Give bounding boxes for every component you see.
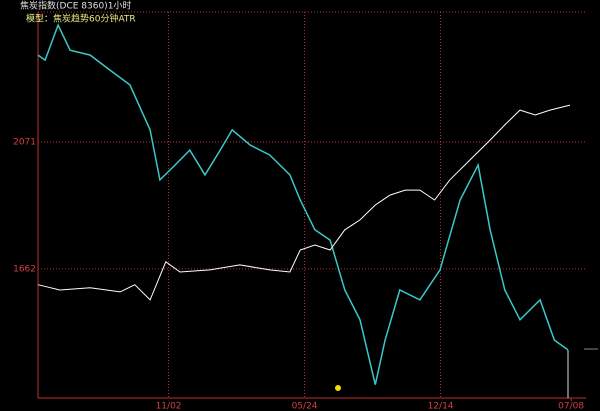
x-tick-label: 12/14	[428, 402, 454, 411]
x-tick-label: 07/08	[558, 402, 584, 411]
x-tick-label: 05/24	[292, 402, 318, 411]
series-line	[37, 104, 571, 301]
series-line	[37, 23, 569, 385]
x-tick-label: 11/02	[156, 402, 182, 411]
chart-title: 焦炭指数(DCE 8360)1小时	[20, 0, 131, 12]
y-tick-label: 1662	[13, 264, 36, 274]
signal-marker	[335, 385, 341, 391]
y-tick-label: 2071	[13, 138, 36, 148]
chart-subtitle: 模型：焦炭趋势60分钟ATR	[26, 13, 136, 25]
